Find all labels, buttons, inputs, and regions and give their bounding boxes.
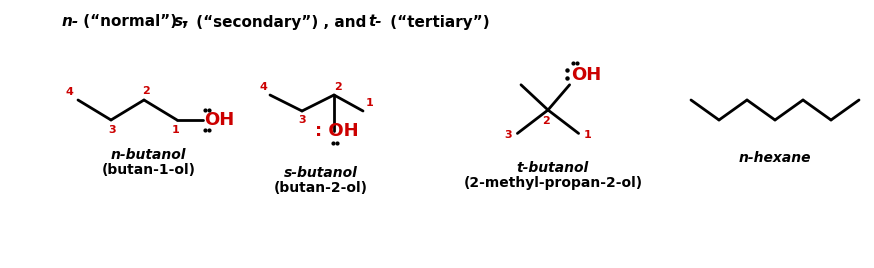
- Text: t-: t-: [368, 14, 382, 29]
- Text: (butan-1-ol): (butan-1-ol): [101, 163, 196, 177]
- Text: OH: OH: [572, 66, 602, 84]
- Text: 1: 1: [172, 125, 180, 135]
- Text: 1: 1: [366, 98, 374, 108]
- Text: n-hexane: n-hexane: [739, 151, 811, 165]
- Text: 3: 3: [108, 125, 116, 135]
- Text: (“tertiary”): (“tertiary”): [385, 14, 489, 29]
- Text: (butan-2-ol): (butan-2-ol): [274, 181, 368, 195]
- Text: : OH: : OH: [315, 122, 358, 140]
- Text: (“secondary”) , and: (“secondary”) , and: [191, 14, 371, 29]
- Text: n-butanol: n-butanol: [111, 148, 186, 162]
- Text: n-: n-: [62, 14, 80, 29]
- Text: (“normal”) ,: (“normal”) ,: [78, 14, 193, 29]
- Text: 3: 3: [298, 115, 306, 125]
- Text: 4: 4: [65, 87, 73, 97]
- Text: 2: 2: [542, 116, 550, 126]
- Text: 1: 1: [584, 131, 592, 140]
- Text: s-: s-: [174, 14, 190, 29]
- Text: s-butanol: s-butanol: [284, 166, 358, 180]
- Text: OH: OH: [204, 111, 234, 129]
- Text: t-butanol: t-butanol: [517, 161, 589, 175]
- Text: 4: 4: [259, 82, 267, 92]
- Text: 2: 2: [334, 82, 342, 92]
- Text: (2-methyl-propan-2-ol): (2-methyl-propan-2-ol): [463, 176, 642, 190]
- Text: 2: 2: [142, 86, 149, 96]
- Text: 3: 3: [504, 131, 512, 140]
